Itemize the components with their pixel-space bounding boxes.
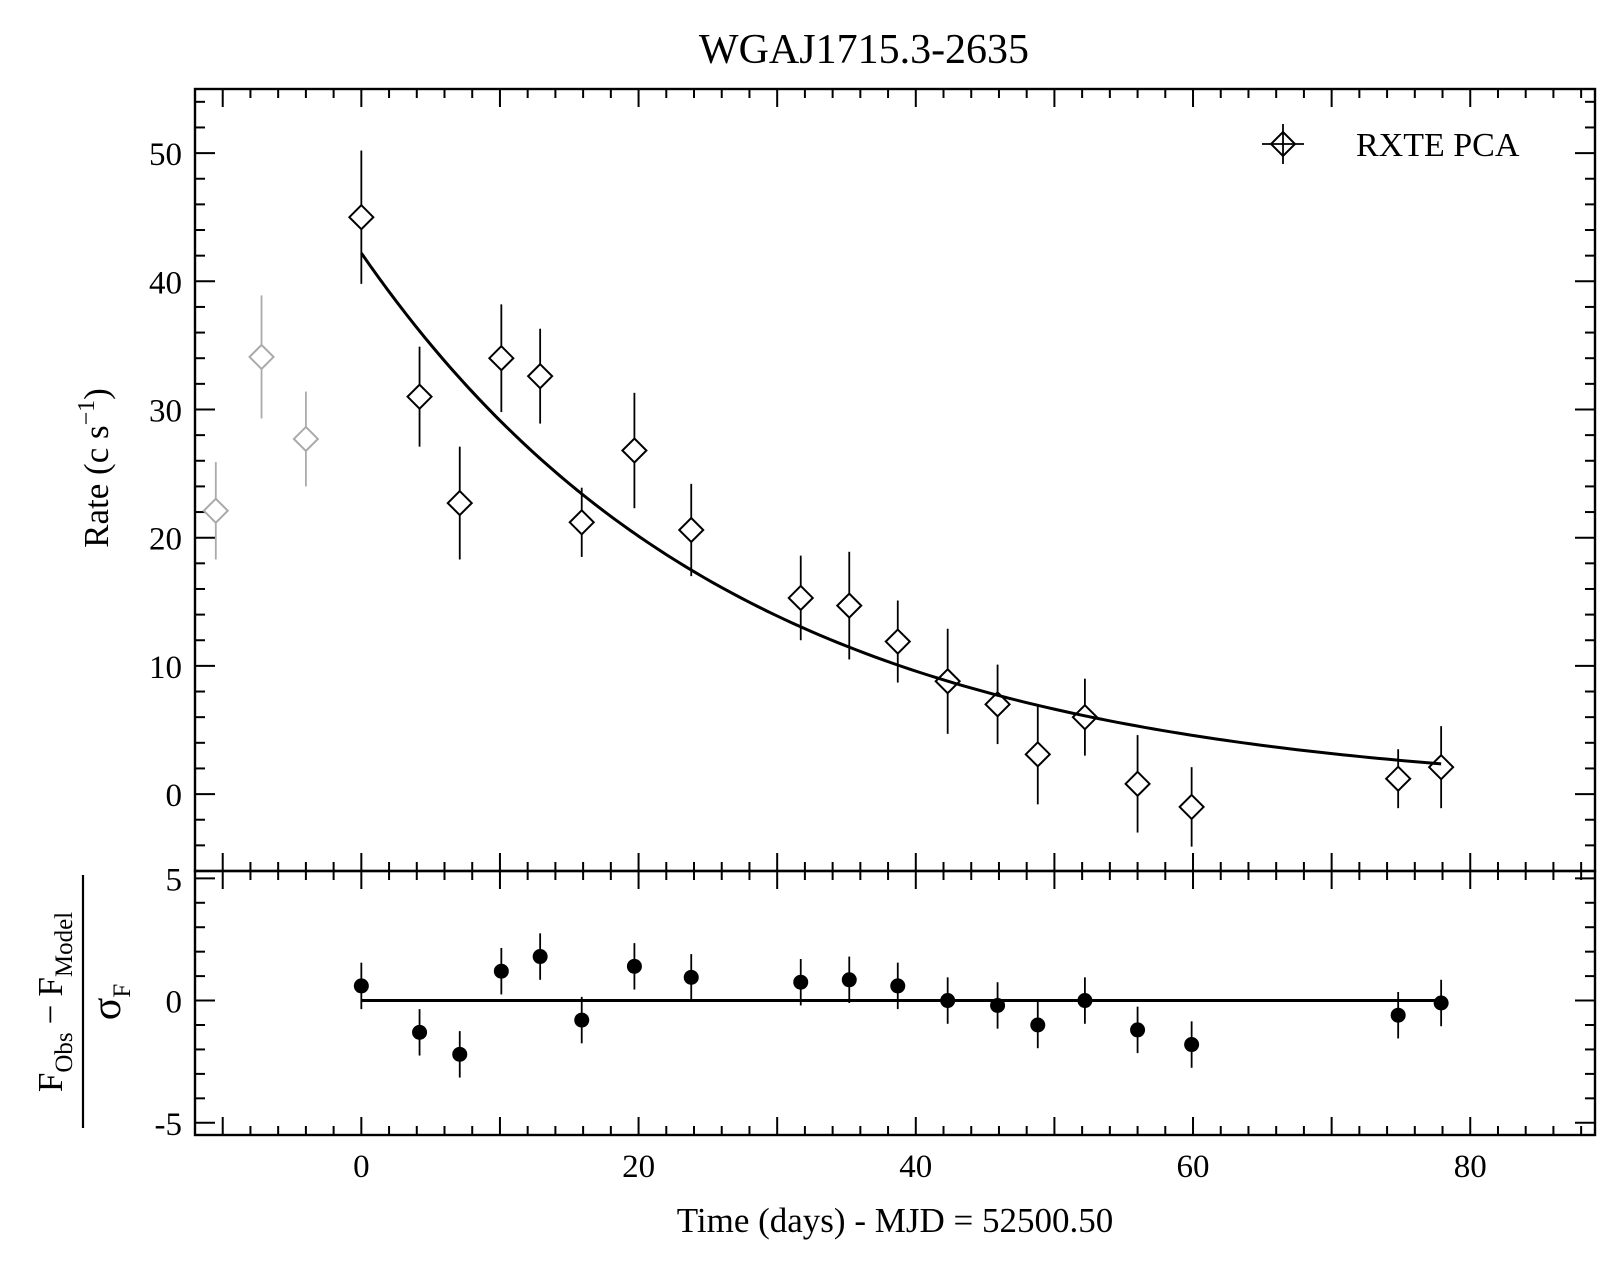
model-curve-group	[360, 252, 1442, 766]
residual-point	[626, 958, 642, 974]
residual-point	[353, 978, 369, 994]
data-point-diamond	[677, 516, 705, 544]
data-point-diamond	[835, 592, 863, 620]
residual-point	[532, 949, 548, 965]
y-tick-label: 10	[149, 650, 182, 686]
y-tick-label: 30	[149, 393, 182, 429]
residual-point	[1433, 995, 1449, 1011]
residual-point	[574, 1012, 590, 1028]
residual-point	[1184, 1037, 1200, 1053]
x-axis-label: Time (days) - MJD = 52500.50	[677, 1201, 1114, 1240]
data-point-diamond	[406, 383, 433, 411]
residual-point	[493, 963, 509, 979]
data-point-diamond	[568, 508, 596, 536]
data-point-diamond	[620, 437, 648, 464]
y-tick-label: 0	[166, 778, 183, 814]
residual-point	[940, 993, 956, 1009]
residual-point	[412, 1024, 428, 1040]
residual-y-tick-label: 5	[166, 862, 183, 898]
legend-label: RXTE PCA	[1356, 127, 1520, 164]
data-point-diamond	[292, 425, 320, 453]
residual-label-numerator: FObs−FModel	[31, 912, 78, 1092]
bottom-panel: 0 20 40 60 80 -5 0 5 Time (days) - MJD = 52500.…	[31, 862, 1597, 1240]
x-tick-label: 60	[1177, 1149, 1210, 1185]
residual-label-denominator: σF	[84, 984, 136, 1021]
data-point-diamond	[487, 344, 515, 372]
top-axis-ticks: 0 10 20 30 40 50	[149, 89, 1595, 872]
label-f-obs: F	[31, 1073, 70, 1092]
top-panel: 0 10 20 30 40 50 RXTE PCA Rate (c s−1)	[74, 87, 1597, 873]
y-axis-label-main: Rate (c s	[77, 425, 116, 547]
residual-point	[1030, 1017, 1046, 1033]
data-point-diamond	[1427, 753, 1455, 781]
y-tick-label: 50	[149, 137, 182, 173]
bottom-axis-ticks: 0 20 40 60 80 -5 0 5	[155, 862, 1595, 1185]
residual-y-tick-label: -5	[155, 1107, 183, 1143]
model-curve	[360, 252, 1442, 766]
residual-point	[1390, 1007, 1406, 1023]
residual-point	[990, 997, 1006, 1013]
data-point-diamond	[202, 497, 230, 525]
label-minus: −	[31, 1005, 70, 1025]
y-axis-label-close: )	[77, 388, 116, 400]
y-tick-label: 20	[149, 522, 182, 558]
residual-point	[452, 1046, 468, 1062]
chart-title: WGAJ1715.3-2635	[699, 27, 1029, 73]
data-point-diamond	[934, 667, 962, 695]
residual-point	[1077, 993, 1093, 1009]
data-point-diamond	[787, 584, 815, 612]
bottom-panel-frame	[193, 869, 1597, 1137]
label-sigma: σ	[84, 998, 130, 1021]
residual-point	[683, 969, 699, 985]
residual-points	[353, 933, 1449, 1078]
x-tick-label: 40	[899, 1149, 932, 1185]
label-sigma-sub: F	[109, 984, 136, 998]
data-point-diamond	[446, 489, 474, 517]
label-model-sub: Model	[51, 912, 78, 977]
residual-y-axis-label: FObs−FModel σF	[31, 875, 136, 1128]
legend-marker-diamond	[1269, 130, 1297, 158]
top-data-points	[202, 150, 1455, 847]
x-tick-label: 80	[1454, 1149, 1487, 1185]
y-axis-label-sup: −1	[74, 400, 100, 426]
data-point-diamond	[1071, 703, 1099, 731]
data-point-diamond	[984, 690, 1011, 718]
legend: RXTE PCA	[1262, 124, 1520, 164]
data-point-diamond	[884, 628, 912, 655]
residual-point	[890, 978, 906, 994]
top-panel-frame	[193, 87, 1597, 873]
label-f-model: F	[31, 977, 70, 996]
data-point-diamond	[1384, 765, 1412, 793]
residual-point	[793, 974, 809, 990]
residual-point	[841, 972, 857, 988]
data-point-diamond	[526, 362, 554, 390]
x-tick-label: 20	[622, 1149, 655, 1185]
data-point-diamond	[1124, 770, 1151, 798]
data-point-diamond	[1024, 740, 1052, 768]
data-point-diamond	[1178, 793, 1206, 821]
x-tick-label: 0	[353, 1149, 370, 1185]
residual-y-tick-label: 0	[166, 985, 183, 1021]
residual-point	[1130, 1022, 1146, 1038]
data-point-diamond	[347, 203, 375, 231]
data-point-diamond	[248, 343, 275, 371]
label-obs-sub: Obs	[51, 1032, 78, 1072]
top-y-axis-label: Rate (c s−1)	[74, 388, 116, 548]
y-tick-label: 40	[149, 265, 182, 301]
